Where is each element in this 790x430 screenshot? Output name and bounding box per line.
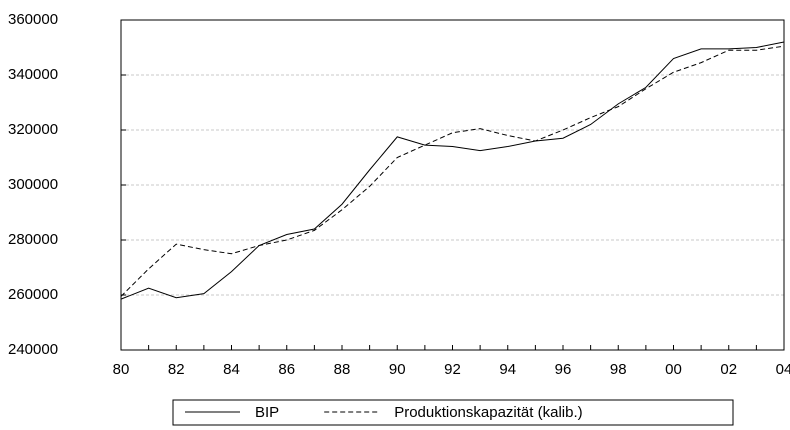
x-tick-label: 80 bbox=[113, 361, 130, 378]
x-tick-label: 82 bbox=[168, 361, 185, 378]
x-tick-label: 94 bbox=[499, 361, 516, 378]
y-tick-label: 280000 bbox=[8, 231, 58, 248]
series-line bbox=[120, 45, 785, 297]
y-tick-label: 300000 bbox=[8, 176, 58, 193]
y-tick-label: 340000 bbox=[8, 66, 58, 83]
x-tick-label: 98 bbox=[610, 361, 627, 378]
x-tick-label: 92 bbox=[444, 361, 461, 378]
x-tick-label: 90 bbox=[389, 361, 406, 378]
legend-box bbox=[172, 399, 734, 426]
y-tick-label: 320000 bbox=[8, 121, 58, 138]
legend-label: BIP bbox=[255, 404, 279, 421]
y-tick-label: 260000 bbox=[8, 286, 58, 303]
x-tick-label: 04 bbox=[776, 361, 790, 378]
y-tick-label: 240000 bbox=[8, 341, 58, 358]
x-tick-label: 88 bbox=[334, 361, 351, 378]
x-tick-label: 02 bbox=[720, 361, 737, 378]
y-tick-label: 360000 bbox=[8, 11, 58, 28]
series-line bbox=[120, 41, 785, 300]
x-tick-label: 86 bbox=[278, 361, 295, 378]
x-tick-label: 96 bbox=[555, 361, 572, 378]
x-tick-label: 84 bbox=[223, 361, 240, 378]
x-tick-label: 00 bbox=[665, 361, 682, 378]
legend-label: Produktionskapazität (kalib.) bbox=[394, 404, 582, 421]
